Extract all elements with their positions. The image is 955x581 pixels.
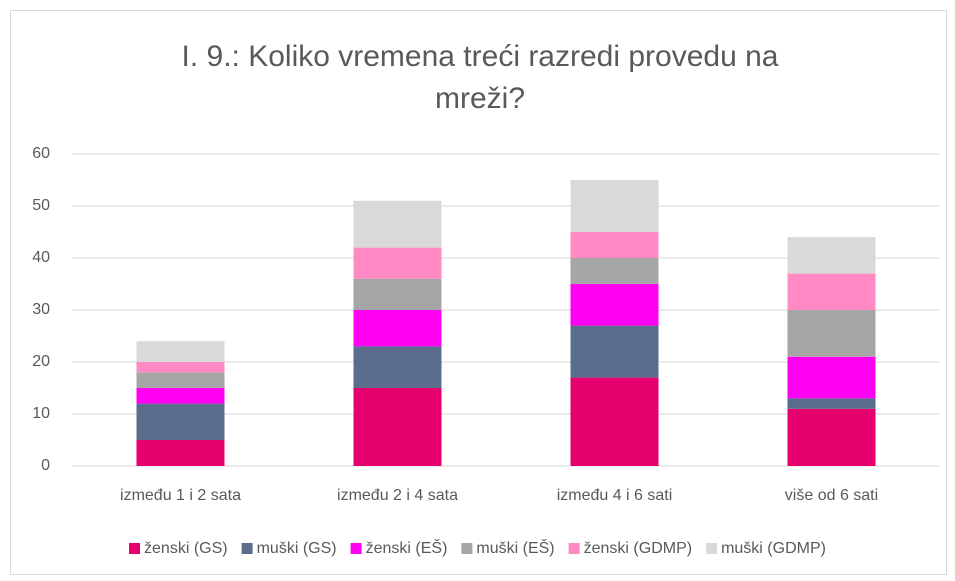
bar-segment xyxy=(570,284,659,326)
bar-segment xyxy=(787,398,876,409)
x-tick-label: između 4 i 6 sati xyxy=(557,487,673,504)
legend-label: muški (GDMP) xyxy=(721,540,826,557)
bar-segment xyxy=(136,372,225,388)
bar-segment xyxy=(787,237,876,274)
x-tick-label: između 1 i 2 sata xyxy=(120,487,241,504)
legend-swatch xyxy=(461,543,473,554)
legend-label: ženski (EŠ) xyxy=(366,538,448,557)
legend-swatch xyxy=(241,543,253,554)
bar-segment xyxy=(787,356,876,399)
y-tick-label: 30 xyxy=(32,301,50,318)
x-tick-label: između 2 i 4 sata xyxy=(337,487,458,504)
bar-segment xyxy=(787,408,876,466)
bar-segment xyxy=(353,200,442,248)
y-tick-label: 20 xyxy=(32,353,50,370)
legend-swatch xyxy=(350,543,362,554)
y-tick-label: 40 xyxy=(32,249,50,266)
legend-label: ženski (GDMP) xyxy=(584,540,692,557)
bar-segment xyxy=(787,273,876,310)
bar-segment xyxy=(136,440,225,466)
bar-segment xyxy=(136,403,225,440)
legend-label: muški (GS) xyxy=(257,540,337,557)
y-tick-label: 10 xyxy=(32,405,50,422)
bar-segment xyxy=(136,341,225,362)
x-tick-label: više od 6 sati xyxy=(785,487,878,504)
bar-segment xyxy=(353,388,442,466)
bar-segment xyxy=(570,232,659,258)
bar-segment xyxy=(570,258,659,284)
chart-title: I. 9.: Koliko vremena treći razredi prov… xyxy=(181,40,779,115)
y-tick-label: 0 xyxy=(41,457,50,474)
legend-swatch xyxy=(568,543,580,554)
bar-segment xyxy=(353,278,442,310)
legend-label: ženski (GS) xyxy=(144,540,228,557)
bar-segment xyxy=(570,325,659,378)
legend-label: muški (EŠ) xyxy=(476,538,554,557)
y-tick-label: 60 xyxy=(32,145,50,162)
bar-segment xyxy=(136,362,225,373)
bar-segment xyxy=(136,388,225,404)
legend-swatch xyxy=(706,543,718,554)
bar-segment xyxy=(570,180,659,232)
legend-swatch xyxy=(129,543,141,554)
bar-segment xyxy=(353,247,442,279)
bar-segment xyxy=(787,310,876,357)
bar-segment xyxy=(353,346,442,388)
bar-segment xyxy=(570,377,659,466)
y-tick-label: 50 xyxy=(32,197,50,214)
bar-segment xyxy=(353,310,442,347)
